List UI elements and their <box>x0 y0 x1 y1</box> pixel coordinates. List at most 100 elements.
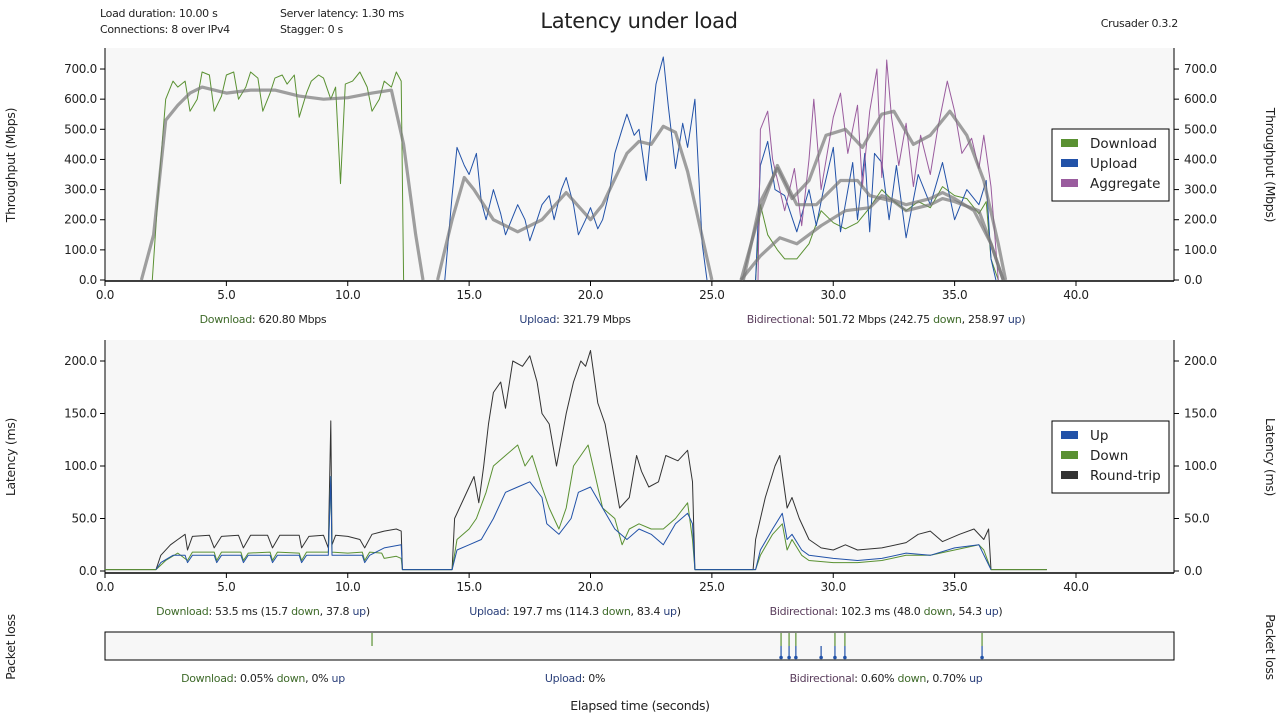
x-tick-label: 35.0 <box>942 288 968 302</box>
y-tick-label-right: 200.0 <box>1184 354 1217 368</box>
up-loss-dot <box>794 655 798 660</box>
series-download <box>151 71 405 281</box>
up-loss-dot <box>787 655 791 660</box>
y-tick-label-right: 600.0 <box>1184 92 1217 106</box>
throughput-summary: Download: 620.80 Mbps <box>200 313 327 326</box>
y-tick-label-right: 500.0 <box>1184 122 1217 136</box>
throughput-summary-part: Download <box>200 313 252 326</box>
up-loss-dot <box>843 655 847 660</box>
y-tick-label-right: 100.0 <box>1184 243 1217 257</box>
throughput-summary-part: : 321.79 Mbps <box>556 313 631 326</box>
plot-area <box>105 48 1174 281</box>
legend-swatch <box>1061 471 1078 479</box>
x-tick-label: 35.0 <box>942 580 968 594</box>
latency-summary-part: : 53.5 ms (15.7 <box>208 605 291 618</box>
load-duration: Load duration: 10.00 s <box>100 7 218 20</box>
y-tick-label-right: 150.0 <box>1184 407 1217 421</box>
x-tick-label: 25.0 <box>699 288 725 302</box>
latency-plot: 0.0 5.0 10.0 15.0 20.0 25.0 30.0 35.0 40.0 0.0 0.0… <box>3 340 1278 594</box>
version-label: Crusader 0.3.2 <box>1101 17 1178 30</box>
latency-summary-part: down <box>924 605 953 618</box>
series-up <box>155 476 992 571</box>
series-bidirectional-upload <box>755 140 997 281</box>
y-axis-label-right: Latency (ms) <box>1263 418 1278 496</box>
latency-summary-part: down <box>291 605 320 618</box>
y-tick-label-left: 400.0 <box>64 152 97 166</box>
x-tick-label: 20.0 <box>578 288 604 302</box>
packet-loss-summary-part: down <box>277 672 306 685</box>
packet-loss-label-right: Packet loss <box>1263 614 1278 680</box>
y-axis-label-left: Throughput (Mbps) <box>3 108 18 223</box>
x-tick-label: 20.0 <box>578 580 604 594</box>
latency-summary-part: up <box>985 605 999 618</box>
legend-swatch <box>1061 159 1078 167</box>
series-upload <box>444 56 708 281</box>
series-aggregate-smoothed <box>741 109 1008 281</box>
x-tick-label: 15.0 <box>456 580 482 594</box>
packet-loss-summary-part: up <box>969 672 983 685</box>
y-tick-label-left: 200.0 <box>64 354 97 368</box>
latency-summary-part: down <box>602 605 631 618</box>
up-loss-dot <box>779 655 783 660</box>
latency-summary-part: ) <box>998 605 1002 618</box>
latency-summary-part: ) <box>677 605 681 618</box>
packet-loss-summary: Bidirectional: 0.60% down, 0.70% up <box>790 672 983 685</box>
throughput-summary-part: : 501.72 Mbps (242.75 <box>812 313 934 326</box>
throughput-summary-part: down <box>933 313 962 326</box>
latency-summary: Bidirectional: 102.3 ms (48.0 down, 54.3… <box>770 605 1003 618</box>
packet-loss-summary-part: Upload <box>545 672 582 685</box>
plot-area <box>105 340 1174 573</box>
y-tick-label-right: 100.0 <box>1184 459 1217 473</box>
packet-loss-summary-part: down <box>898 672 927 685</box>
x-tick-label: 40.0 <box>1063 288 1089 302</box>
x-tick-label: 30.0 <box>820 580 846 594</box>
latency-summary-part: Upload <box>469 605 506 618</box>
x-tick-label: 40.0 <box>1063 580 1089 594</box>
y-tick-label-left: 150.0 <box>64 407 97 421</box>
y-axis-label-left: Latency (ms) <box>3 418 18 496</box>
legend-label: Round-trip <box>1090 468 1161 484</box>
y-tick-label-left: 0.0 <box>79 564 97 578</box>
packet-loss-summary-part: up <box>332 672 346 685</box>
packet-loss-summary-part: , 0.70% <box>926 672 969 685</box>
series-aggregate <box>757 59 999 281</box>
latency-summary-part: Download <box>156 605 208 618</box>
latency-summary-part: : 102.3 ms (48.0 <box>834 605 923 618</box>
y-tick-label-left: 300.0 <box>64 183 97 197</box>
throughput-summary-part: up <box>1008 313 1022 326</box>
x-tick-label: 10.0 <box>335 580 361 594</box>
x-tick-label: 0.0 <box>96 580 114 594</box>
series-upload-smoothed <box>436 124 714 281</box>
latency-summary: Upload: 197.7 ms (114.3 down, 83.4 up) <box>469 605 681 618</box>
x-tick-label: 5.0 <box>217 580 235 594</box>
y-tick-label-left: 600.0 <box>64 92 97 106</box>
packet-loss-summary-part: , 0% <box>305 672 331 685</box>
legend-swatch <box>1061 139 1078 147</box>
latency-summary-part: , 83.4 <box>631 605 664 618</box>
x-tick-label: 25.0 <box>699 580 725 594</box>
legend-label: Up <box>1090 428 1108 444</box>
packet-loss-summary-part: : 0.05% <box>233 672 276 685</box>
packet-loss-summary-part: Download <box>181 672 233 685</box>
throughput-summary-part: ) <box>1021 313 1025 326</box>
legend-swatch <box>1061 179 1078 187</box>
y-tick-label-left: 500.0 <box>64 122 97 136</box>
latency-summary: Download: 53.5 ms (15.7 down, 37.8 up) <box>156 605 370 618</box>
legend-label: Download <box>1090 136 1157 152</box>
up-loss-dot <box>833 655 837 660</box>
legend-swatch <box>1061 431 1078 439</box>
packet-loss-label-left: Packet loss <box>3 614 18 680</box>
y-tick-label-left: 50.0 <box>71 512 97 526</box>
x-tick-label: 0.0 <box>96 288 114 302</box>
packet-loss-plot: Packet loss Packet loss <box>3 614 1278 680</box>
y-tick-label-left: 0.0 <box>79 273 97 287</box>
up-loss-dot <box>980 655 984 660</box>
latency-summary-part: : 197.7 ms (114.3 <box>506 605 602 618</box>
series-round-trip <box>105 350 1047 571</box>
packet-loss-summary: Upload: 0% <box>545 672 605 685</box>
legend-label: Aggregate <box>1090 176 1160 192</box>
packet-loss-summary-part: : 0% <box>582 672 605 685</box>
latency-summary-part: up <box>663 605 677 618</box>
x-tick-label: 30.0 <box>820 288 846 302</box>
